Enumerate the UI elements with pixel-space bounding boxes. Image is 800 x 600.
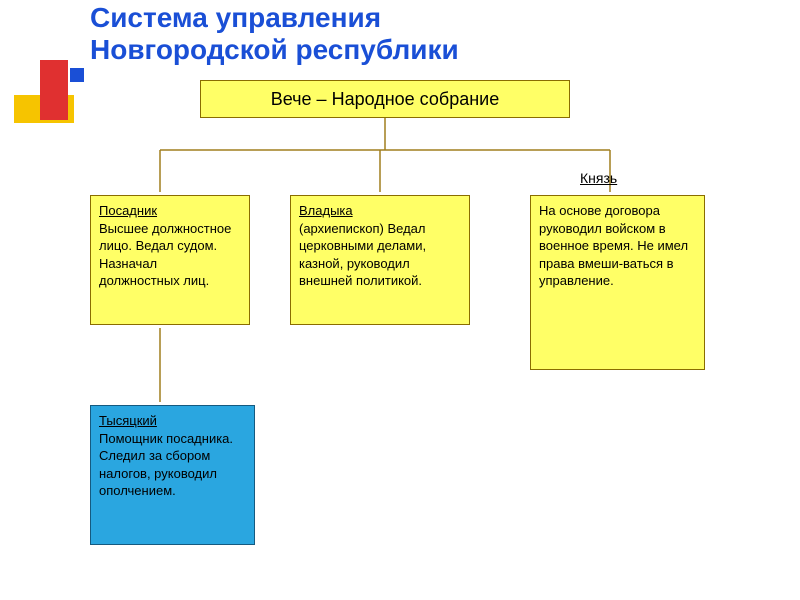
- title-line1: Система управления: [90, 2, 459, 34]
- box-knyaz: На основе договора руководил войском в в…: [530, 195, 705, 370]
- vladyka-title: Владыка: [299, 203, 353, 218]
- knyaz-external-label: Князь: [580, 170, 617, 186]
- title-line2: Новгородской республики: [90, 34, 459, 66]
- box-posadnik: Посадник Высшее должностное лицо. Ведал …: [90, 195, 250, 325]
- tysyatsky-title: Тысяцкий: [99, 413, 157, 428]
- box-vladyka: Владыка (архиепископ) Ведал церковными д…: [290, 195, 470, 325]
- slide-title: Система управления Новгородской республи…: [90, 2, 459, 66]
- box-tysyatsky: Тысяцкий Помощник посадника. Следил за с…: [90, 405, 255, 545]
- tysyatsky-body: Помощник посадника. Следил за сбором нал…: [99, 431, 233, 499]
- veche-text: Вече – Народное собрание: [271, 89, 499, 109]
- knyaz-body: На основе договора руководил войском в в…: [539, 203, 688, 288]
- deco-blue-square: [70, 68, 84, 82]
- vladyka-body: (архиепископ) Ведал церковными делами, к…: [299, 221, 426, 289]
- posadnik-title: Посадник: [99, 203, 157, 218]
- deco-red-square: [40, 60, 68, 120]
- box-veche: Вече – Народное собрание: [200, 80, 570, 118]
- posadnik-body: Высшее должностное лицо. Ведал судом. На…: [99, 221, 231, 289]
